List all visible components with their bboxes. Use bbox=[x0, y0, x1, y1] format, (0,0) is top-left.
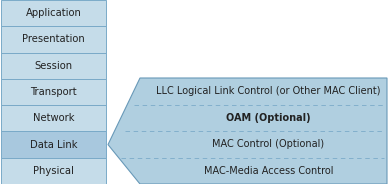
Text: Physical: Physical bbox=[33, 166, 74, 176]
Text: Presentation: Presentation bbox=[22, 34, 85, 44]
Bar bbox=[1, 53, 106, 79]
Text: Session: Session bbox=[35, 61, 73, 71]
Polygon shape bbox=[108, 78, 387, 184]
Text: Network: Network bbox=[33, 113, 74, 123]
Bar bbox=[1, 131, 106, 158]
Bar bbox=[1, 79, 106, 105]
Bar bbox=[1, 105, 106, 131]
Text: Transport: Transport bbox=[30, 87, 77, 97]
Bar bbox=[1, 0, 106, 26]
Text: Application: Application bbox=[26, 8, 81, 18]
Text: Data Link: Data Link bbox=[30, 140, 77, 150]
Text: MAC-Media Access Control: MAC-Media Access Control bbox=[204, 166, 333, 176]
Bar bbox=[1, 26, 106, 53]
Text: MAC Control (Optional): MAC Control (Optional) bbox=[212, 139, 324, 149]
Text: OAM (Optional): OAM (Optional) bbox=[226, 113, 311, 123]
Text: LLC Logical Link Control (or Other MAC Client): LLC Logical Link Control (or Other MAC C… bbox=[156, 86, 381, 96]
Bar bbox=[1, 158, 106, 184]
